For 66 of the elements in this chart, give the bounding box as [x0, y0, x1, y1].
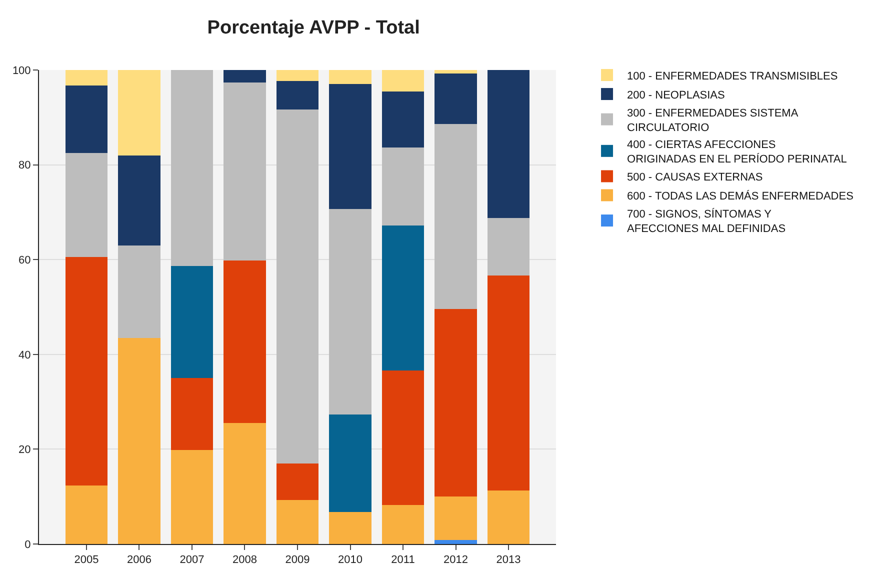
bar	[118, 155, 160, 246]
bar	[329, 414, 372, 512]
bar	[276, 70, 319, 81]
bar	[329, 208, 372, 415]
bar	[65, 486, 108, 544]
bar	[382, 70, 424, 92]
bar	[382, 91, 424, 148]
bar	[329, 512, 372, 544]
bar	[65, 70, 108, 86]
legend-label: 500 - CAUSAS EXTERNAS	[627, 172, 763, 184]
bar	[118, 338, 160, 544]
bar	[487, 276, 530, 490]
bar	[434, 73, 477, 124]
legend-label: 300 - ENFERMEDADES SISTEMA CIRCULATORIO	[627, 107, 799, 134]
legend-label: 100 - ENFERMEDADES TRANSMISIBLES	[627, 70, 838, 82]
x-tick-label: 2009	[285, 554, 310, 566]
bar	[224, 82, 266, 261]
y-tick-label: 60	[18, 254, 31, 266]
y-tick-label: 40	[18, 349, 31, 362]
x-tick-label: 2011	[391, 554, 415, 566]
y-tick-label: 20	[18, 444, 31, 456]
x-tick-label: 2007	[180, 554, 204, 566]
legend-label: 600 - TODAS LAS DEMÁS ENFERMEDADES	[627, 190, 854, 203]
bar	[65, 257, 108, 486]
bar	[276, 80, 319, 110]
x-tick-label: 2012	[444, 554, 468, 566]
bar	[434, 308, 477, 497]
x-tick-label: 2010	[338, 554, 362, 566]
bar	[329, 70, 372, 84]
bar	[329, 84, 372, 209]
bar	[224, 70, 266, 82]
legend-label: 200 - NEOPLASIAS	[627, 89, 725, 102]
legend-label: 400 - CIERTAS AFECCIONES ORIGINADAS EN EL PERÍODO PERINATAL	[627, 139, 847, 166]
chart-title: Porcentaje AVPP - Total	[207, 18, 420, 39]
x-tick-label: 2005	[74, 554, 99, 566]
y-tick-label: 0	[24, 538, 31, 551]
bar	[65, 86, 108, 153]
bar	[276, 500, 319, 544]
bar	[382, 148, 424, 226]
bar	[65, 152, 108, 258]
bar	[224, 423, 266, 544]
x-tick-label: 2013	[496, 554, 521, 566]
bar	[170, 450, 214, 544]
bar	[224, 260, 266, 424]
bar	[434, 496, 477, 540]
bar	[487, 70, 530, 218]
bar	[118, 70, 160, 156]
legend-label: 700 - SIGNOS, SÍNTOMAS Y AFECCIONES MAL DEFINIDAS	[627, 208, 786, 235]
bar	[434, 540, 477, 544]
bar	[170, 378, 214, 450]
bar	[382, 225, 424, 371]
x-tick-label: 2006	[126, 554, 152, 566]
bar	[487, 218, 530, 276]
bar	[434, 124, 477, 309]
bar	[170, 266, 214, 378]
y-tick-label: 80	[18, 160, 31, 172]
bar	[170, 70, 214, 266]
bar	[382, 505, 424, 544]
bar	[276, 109, 319, 464]
y-tick-label: 100	[12, 64, 31, 77]
bar	[276, 463, 319, 500]
bar	[118, 245, 160, 338]
bar	[434, 70, 477, 74]
bar	[487, 490, 530, 544]
bar	[382, 370, 424, 506]
x-tick-label: 2008	[232, 554, 257, 566]
